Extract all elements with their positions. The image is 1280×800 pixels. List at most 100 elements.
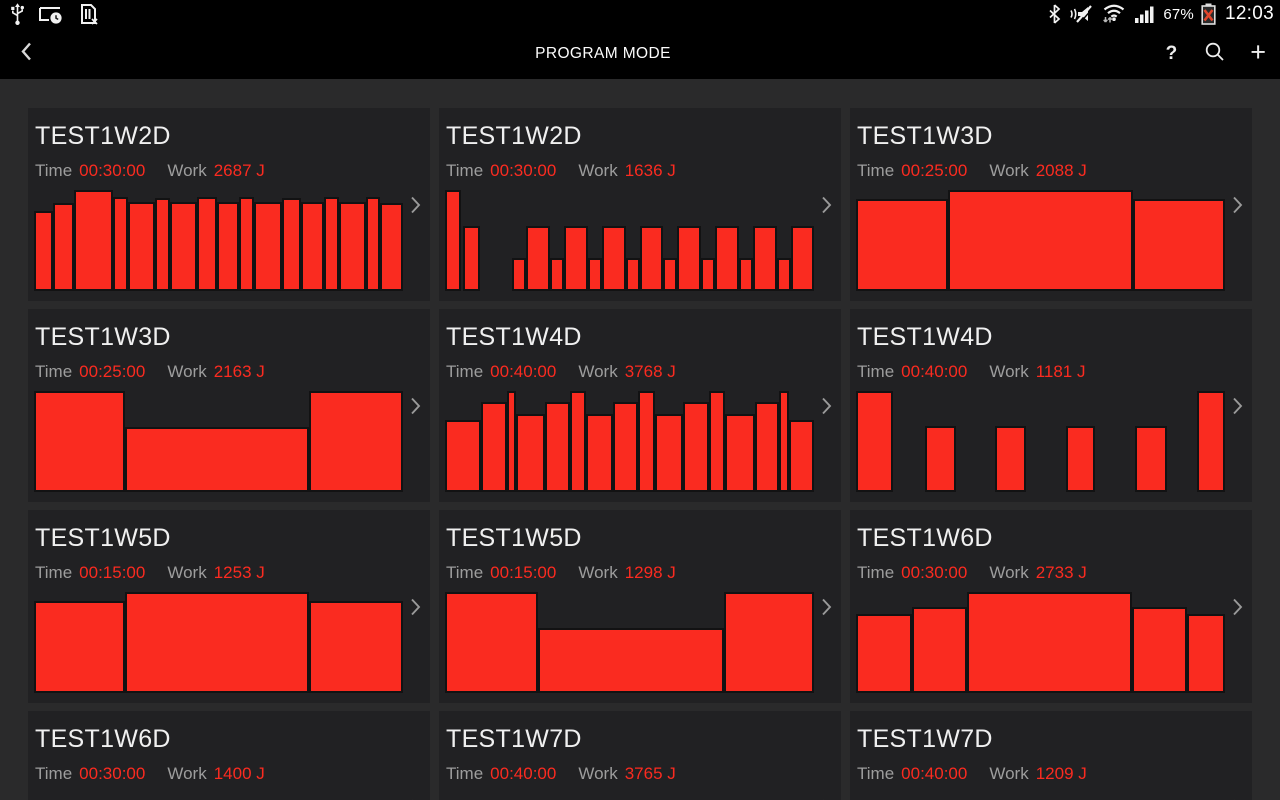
chevron-right-icon[interactable]: [1232, 396, 1243, 415]
chart-bar: [725, 414, 755, 492]
time-value: 00:15:00: [79, 563, 146, 582]
chart-bar: [715, 226, 740, 291]
time-value: 00:40:00: [901, 764, 968, 783]
chart-bar: [1132, 607, 1187, 693]
time-value: 00:40:00: [490, 764, 557, 783]
program-card[interactable]: TEST1W5D Time 00:15:00 Work 1253 J: [28, 510, 430, 703]
program-bar-chart: [856, 592, 1226, 693]
chevron-right-icon[interactable]: [410, 195, 421, 214]
program-card[interactable]: TEST1W6D Time 00:30:00 Work 1400 J: [28, 711, 430, 800]
work-label: Work: [578, 362, 618, 381]
work-label: Work: [578, 161, 618, 180]
chart-bar: [789, 420, 814, 492]
chart-bar: [856, 199, 948, 291]
chart-bar: [544, 402, 570, 492]
battery-percent: 67%: [1163, 5, 1194, 23]
status-clock: 12:03: [1224, 3, 1274, 24]
time-label: Time: [857, 764, 895, 783]
chevron-right-icon[interactable]: [410, 396, 421, 415]
program-stats: Time 00:30:00 Work 2687 J: [35, 161, 400, 181]
time-value: 00:30:00: [79, 161, 146, 180]
chart-bar: [197, 197, 218, 291]
chevron-right-icon[interactable]: [821, 396, 832, 415]
program-title: TEST1W4D: [446, 323, 582, 351]
program-stats: Time 00:40:00 Work 3765 J: [446, 764, 811, 784]
program-stats: Time 00:25:00 Work 2163 J: [35, 362, 400, 382]
chart-bar: [511, 257, 526, 291]
program-title: TEST1W3D: [35, 323, 171, 351]
chevron-right-icon[interactable]: [821, 195, 832, 214]
chart-bar: [663, 257, 678, 291]
program-bar-chart: [856, 793, 1225, 800]
program-bar-chart: [856, 391, 1225, 492]
program-card[interactable]: TEST1W3D Time 00:25:00 Work 2088 J: [850, 108, 1252, 301]
program-stats: Time 00:40:00 Work 3768 J: [446, 362, 811, 382]
chart-bar: [1065, 426, 1096, 492]
program-grid: TEST1W2D Time 00:30:00 Work 2687 J TEST1W2D…: [28, 108, 1252, 800]
time-label: Time: [446, 362, 484, 381]
program-card[interactable]: TEST1W7D Time 00:40:00 Work 1209 J: [850, 711, 1252, 800]
program-bar-chart: [34, 793, 403, 800]
work-value: 1181 J: [1035, 362, 1086, 381]
work-value: 1636 J: [624, 161, 676, 180]
chart-bar: [1197, 391, 1225, 492]
usb-icon: [11, 3, 24, 25]
program-stats: Time 00:30:00 Work 2733 J: [857, 563, 1222, 583]
bluetooth-icon: [1049, 4, 1061, 24]
chart-bar: [379, 203, 404, 291]
back-button[interactable]: [16, 37, 36, 70]
program-title: TEST1W7D: [857, 725, 993, 753]
work-label: Work: [167, 764, 207, 783]
time-label: Time: [446, 563, 484, 582]
time-value: 00:40:00: [901, 362, 968, 381]
work-label: Work: [578, 563, 618, 582]
chart-bar: [639, 226, 664, 291]
program-card[interactable]: TEST1W5D Time 00:15:00 Work 1298 J: [439, 510, 841, 703]
chart-bar: [563, 226, 588, 291]
work-value: 2687 J: [213, 161, 265, 180]
program-stats: Time 00:30:00 Work 1400 J: [35, 764, 400, 784]
status-left-icons: [6, 2, 100, 26]
program-card[interactable]: TEST1W4D Time 00:40:00 Work 1181 J: [850, 309, 1252, 502]
chart-bar: [254, 202, 282, 291]
chart-bar: [365, 197, 380, 291]
search-button[interactable]: [1202, 39, 1227, 69]
chart-bar: [587, 257, 602, 291]
add-button[interactable]: +: [1250, 36, 1266, 67]
status-right-icons: 67% 12:03: [1048, 3, 1274, 25]
program-title: TEST1W2D: [446, 122, 582, 150]
chevron-right-icon[interactable]: [1232, 597, 1243, 616]
time-label: Time: [35, 362, 73, 381]
program-title: TEST1W5D: [35, 524, 171, 552]
help-button[interactable]: ?: [1165, 42, 1178, 64]
program-bar-chart: [34, 391, 403, 492]
chart-bar: [585, 414, 614, 492]
chart-bar: [1134, 426, 1168, 492]
program-card[interactable]: TEST1W3D Time 00:25:00 Work 2163 J: [28, 309, 430, 502]
chevron-right-icon[interactable]: [410, 597, 421, 616]
work-value: 1209 J: [1035, 764, 1087, 783]
work-value: 1298 J: [624, 563, 676, 582]
program-title: TEST1W5D: [446, 524, 582, 552]
program-stats: Time 00:15:00 Work 1253 J: [35, 563, 400, 583]
chart-bar: [445, 190, 462, 291]
program-card[interactable]: TEST1W2D Time 00:30:00 Work 2687 J: [28, 108, 430, 301]
program-card[interactable]: TEST1W7D Time 00:40:00 Work 3765 J: [439, 711, 841, 800]
chart-bar: [683, 402, 709, 492]
chart-bar: [638, 391, 655, 492]
chart-bar: [1186, 614, 1226, 693]
chart-bar: [549, 257, 564, 291]
program-bar-chart: [34, 592, 403, 693]
program-stats: Time 00:40:00 Work 1209 J: [857, 764, 1222, 784]
program-card[interactable]: TEST1W4D Time 00:40:00 Work 3768 J: [439, 309, 841, 502]
program-card[interactable]: TEST1W2D Time 00:30:00 Work 1636 J: [439, 108, 841, 301]
program-bar-chart: [445, 190, 815, 291]
chevron-right-icon[interactable]: [1232, 195, 1243, 214]
program-bar-chart: [445, 793, 814, 800]
chart-bar: [124, 592, 309, 693]
work-value: 1253 J: [213, 563, 265, 582]
chart-bar: [947, 190, 1134, 291]
program-card[interactable]: TEST1W6D Time 00:30:00 Work 2733 J: [850, 510, 1252, 703]
chevron-right-icon[interactable]: [821, 597, 832, 616]
app-bar-actions: ? +: [1162, 28, 1268, 79]
